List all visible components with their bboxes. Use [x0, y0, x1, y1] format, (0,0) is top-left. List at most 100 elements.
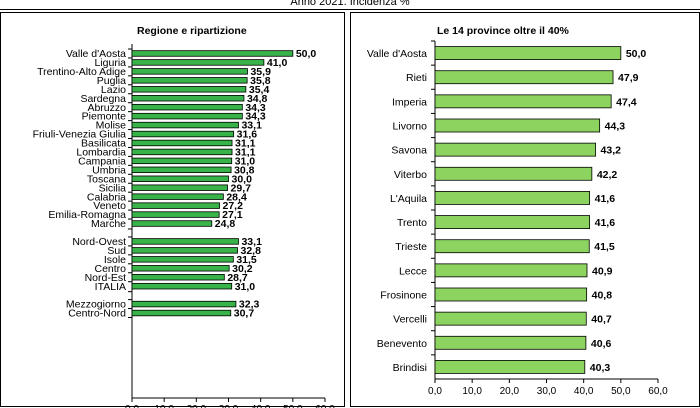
- bar-toscana: [131, 175, 229, 182]
- category-label-liguria: Liguria: [94, 57, 126, 69]
- category-label-frosinone: Frosinone: [380, 290, 427, 302]
- bar-veneto: [131, 202, 220, 209]
- bar-sicilia: [131, 184, 228, 191]
- category-label-umbria: Umbria: [92, 164, 126, 176]
- bar-lazio: [131, 86, 247, 93]
- category-label-trento: Trento: [397, 217, 427, 229]
- bar-lecce: [434, 263, 588, 278]
- bar-molise: [131, 121, 239, 129]
- x-tick-label: 10,0: [154, 404, 174, 408]
- bar-frosinone: [434, 287, 588, 302]
- value-label-molise: 33,1: [241, 120, 262, 132]
- chart-provinces-panel: Le 14 province oltre il 40% Valle d'Aost…: [350, 12, 700, 407]
- bar-brindisi: [434, 360, 586, 374]
- bar-trieste: [434, 239, 590, 254]
- category-label-friuli-venezia-giulia: Friuli-Venezia Giulia: [33, 129, 127, 141]
- category-label-centro: Centro: [94, 263, 126, 275]
- header-rule: [0, 9, 700, 10]
- page-title: Anno 2021. Incidenza %: [0, 0, 700, 9]
- category-label-basilicata: Basilicata: [81, 138, 126, 150]
- category-label-campania: Campania: [78, 155, 126, 167]
- value-label-marche: 24,8: [215, 218, 236, 230]
- category-label-marche: Marche: [91, 218, 126, 230]
- bar-liguria: [131, 59, 265, 66]
- page-title-text: Anno 2021. Incidenza %: [284, 0, 416, 8]
- category-label-molise: Molise: [96, 120, 127, 132]
- category-label-calabria: Calabria: [87, 191, 126, 203]
- bar-friuli-venezia-giulia: [131, 130, 235, 138]
- bar-trentino-alto-adige: [131, 68, 248, 75]
- bar-nord-est: [131, 274, 225, 281]
- category-label-brindisi: Brindisi: [393, 362, 427, 374]
- category-label-livorno: Livorno: [393, 121, 428, 133]
- value-label-trentino-alto-adige: 35,9: [250, 66, 271, 78]
- bar-centro-nord: [131, 309, 232, 317]
- category-label-sicilia: Sicilia: [99, 182, 127, 194]
- bar-campania: [131, 157, 233, 165]
- value-label-calabria: 28,4: [226, 191, 247, 203]
- chart-provinces-title: Le 14 province oltre il 40%: [437, 25, 570, 37]
- bar-centro: [131, 265, 230, 272]
- category-label-savona: Savona: [391, 145, 427, 157]
- value-label-valle-d-aosta: 50,0: [626, 48, 647, 60]
- bar-puglia: [131, 77, 248, 84]
- value-label-lazio: 35,4: [249, 84, 270, 96]
- value-label-friuli-venezia-giulia: 31,6: [237, 129, 258, 141]
- x-tick-label: 20,0: [187, 404, 207, 408]
- x-tick-label: 40,0: [574, 386, 594, 397]
- value-label-veneto: 27,2: [222, 200, 243, 212]
- chart-regions-title: Regione e ripartizione: [137, 25, 247, 37]
- category-label-isole: Isole: [104, 254, 126, 266]
- value-label-lecce: 40,9: [592, 265, 613, 277]
- bar-valle-d-aosta: [131, 50, 294, 57]
- bar-livorno: [434, 118, 601, 133]
- category-label-emilia-romagna: Emilia-Romagna: [48, 209, 126, 221]
- bar-mezzogiorno: [131, 300, 237, 308]
- bar-benevento: [434, 335, 587, 350]
- bar-rieti: [434, 70, 614, 85]
- value-label-nord-est: 28,7: [227, 272, 248, 284]
- value-label-vercelli: 40,7: [591, 314, 612, 326]
- value-label-sud: 32,8: [241, 245, 262, 257]
- value-label-campania: 31,0: [235, 155, 256, 167]
- x-tick-label: 30,0: [219, 404, 239, 408]
- bar-sardegna: [131, 95, 245, 102]
- category-label-valle-d-aosta: Valle d'Aosta: [66, 48, 126, 60]
- category-label-abruzzo: Abruzzo: [87, 102, 126, 114]
- x-tick-label: 60,0: [315, 404, 335, 408]
- category-label-nord-ovest: Nord-Ovest: [72, 236, 126, 248]
- value-label-rieti: 47,9: [618, 72, 639, 84]
- category-label-rieti: Rieti: [406, 72, 427, 84]
- value-label-brindisi: 40,3: [590, 362, 611, 374]
- value-label-piemonte: 34,3: [245, 111, 266, 123]
- chart-regions-svg: Regione e ripartizione Valle d'Aosta 50,0…: [33, 25, 336, 408]
- category-label-benevento: Benevento: [377, 338, 427, 350]
- category-label-l-aquila: L'Aquila: [390, 193, 427, 205]
- value-label-imperia: 47,4: [616, 96, 637, 108]
- value-label-benevento: 40,6: [591, 338, 612, 350]
- value-label-valle-d-aosta: 50,0: [296, 48, 317, 60]
- bar-viterbo: [434, 166, 593, 181]
- category-label-mezzogiorno: Mezzogiorno: [66, 299, 126, 311]
- category-label-sardegna: Sardegna: [80, 93, 126, 105]
- bar-italia: [131, 282, 233, 290]
- value-label-nord-ovest: 33,1: [241, 236, 262, 248]
- value-label-savona: 43,2: [601, 145, 622, 157]
- bar-basilicata: [131, 139, 233, 147]
- value-label-trieste: 41,5: [594, 241, 615, 253]
- x-tick-label: 30,0: [537, 386, 557, 397]
- value-label-lombardia: 31,1: [235, 147, 256, 159]
- x-tick-label: 60,0: [648, 386, 668, 397]
- value-label-mezzogiorno: 32,3: [239, 299, 260, 311]
- category-label-trieste: Trieste: [395, 241, 427, 253]
- bar-valle-d-aosta: [434, 46, 622, 60]
- value-label-trento: 41,6: [595, 217, 616, 229]
- value-label-umbria: 30,8: [234, 164, 255, 176]
- bar-isole: [131, 256, 234, 263]
- x-tick-label: 50,0: [611, 386, 631, 397]
- x-tick-label: 10,0: [462, 386, 482, 397]
- value-label-basilicata: 31,1: [235, 138, 256, 150]
- value-label-abruzzo: 34,3: [245, 102, 266, 114]
- bar-calabria: [131, 193, 224, 200]
- bar-vercelli: [434, 311, 587, 326]
